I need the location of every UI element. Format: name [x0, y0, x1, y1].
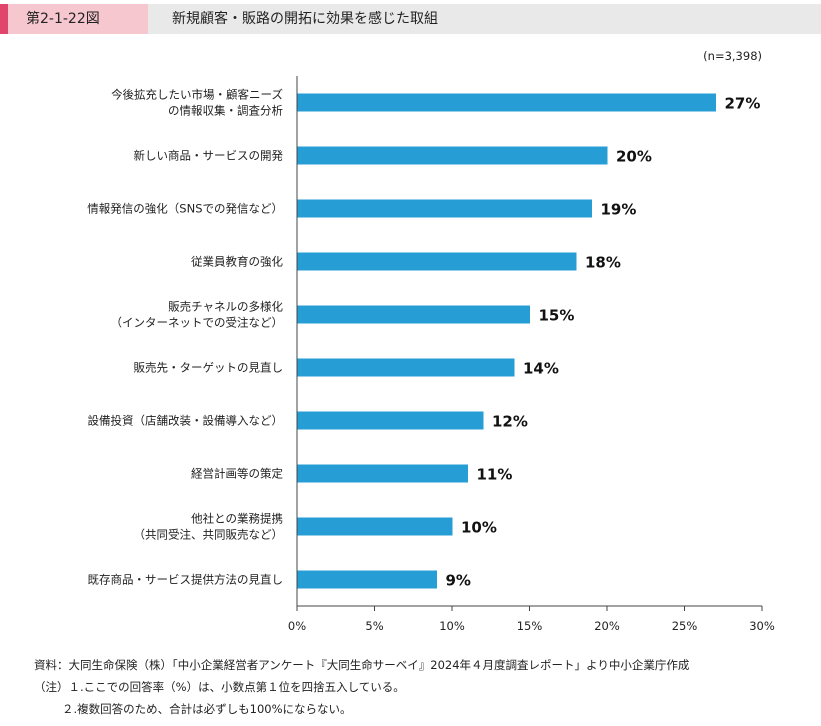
- x-tick-label: 15%: [517, 619, 543, 633]
- figure-header: 第2-1-22図 新規顧客・販路の開拓に効果を感じた取組: [0, 4, 821, 34]
- bar-value-label: 11%: [477, 466, 513, 484]
- bar: [297, 305, 530, 324]
- bar-value-label: 27%: [725, 95, 761, 113]
- category-label: 既存商品・サービス提供方法の見直し: [88, 573, 284, 587]
- figure-label: 第2-1-22図: [0, 4, 148, 34]
- category-label: 情報発信の強化（SNSでの発信など）: [87, 202, 283, 216]
- x-tick-label: 25%: [672, 619, 698, 633]
- category-label: （共同受注、共同販売など）: [134, 528, 284, 542]
- sample-size-label: (n=3,398): [703, 49, 762, 63]
- bar: [297, 517, 453, 536]
- bar: [297, 570, 437, 589]
- bar-value-label: 18%: [585, 254, 621, 272]
- note-2: ２.複数回答のため、合計は必ずしも100%にならない。: [62, 702, 352, 716]
- category-label: の情報収集・調査分析: [168, 104, 283, 118]
- bar: [297, 252, 577, 271]
- bar-chart: (n=3,398) 0% 5% 10% 15% 20% 25% 30% 27% 今後拡充したい市場…: [87, 49, 775, 633]
- category-label: 販売チャネルの多様化: [168, 300, 283, 314]
- category-label: 新しい商品・サービスの開発: [134, 149, 284, 163]
- category-label: （インターネットでの受注など）: [111, 316, 284, 330]
- bar-value-label: 15%: [539, 307, 575, 325]
- source-note: 資料：大同生命保険（株）「中小企業経営者アンケート『大同生命サーベイ』2024年…: [34, 658, 690, 672]
- note-1: （注）１.ここでの回答率（%）は、小数点第１位を四捨五入している。: [34, 680, 405, 694]
- x-tick-label: 20%: [594, 619, 620, 633]
- category-label: 販売先・ターゲットの見直し: [134, 361, 284, 375]
- notes: 資料：大同生命保険（株）「中小企業経営者アンケート『大同生命サーベイ』2024年…: [34, 654, 689, 720]
- category-label: 今後拡充したい市場・顧客ニーズ: [111, 88, 283, 102]
- x-tick-label: 5%: [365, 619, 383, 633]
- category-label: 他社との業務提携: [191, 512, 283, 526]
- bar-value-label: 19%: [601, 201, 637, 219]
- bar: [297, 358, 515, 377]
- x-tick-label: 0%: [288, 619, 306, 633]
- bar: [297, 411, 484, 430]
- bar: [297, 464, 468, 483]
- x-tick-label: 30%: [749, 619, 775, 633]
- bar-value-label: 14%: [523, 360, 559, 378]
- bar-value-label: 9%: [446, 572, 471, 590]
- category-label: 設備投資（店舗改装・設備導入など）: [88, 414, 284, 428]
- bar-value-label: 12%: [492, 413, 528, 431]
- bar: [297, 93, 716, 112]
- x-tick-label: 10%: [439, 619, 465, 633]
- category-label: 従業員教育の強化: [191, 255, 283, 269]
- bar-value-label: 10%: [461, 519, 497, 537]
- bar: [297, 146, 608, 165]
- bar-value-label: 20%: [616, 148, 652, 166]
- bar: [297, 199, 592, 218]
- figure-title: 新規顧客・販路の開拓に効果を感じた取組: [172, 11, 438, 27]
- category-label: 経営計画等の策定: [191, 467, 283, 481]
